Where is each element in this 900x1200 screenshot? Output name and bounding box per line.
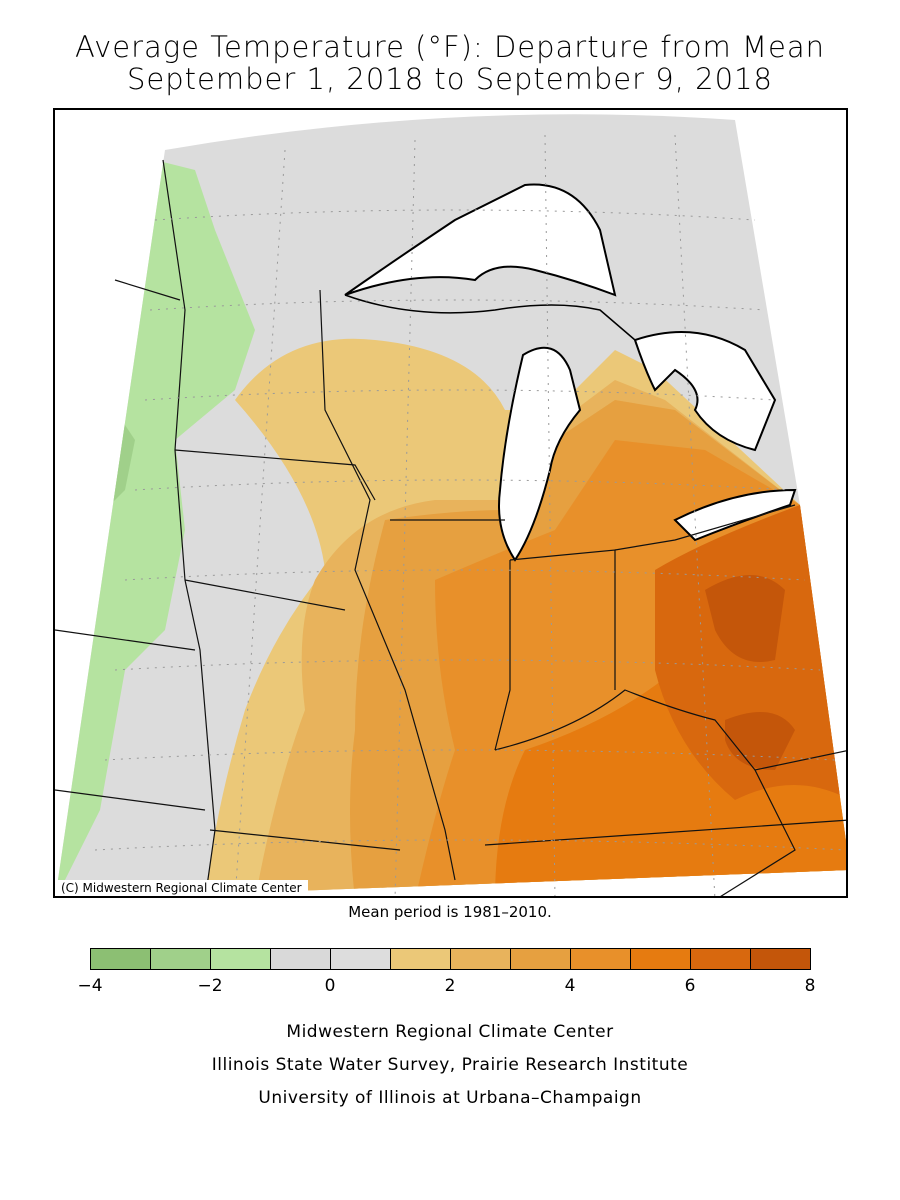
- map-canvas: [55, 114, 846, 896]
- boundary-ia-mo: [184, 579, 346, 611]
- great-lakes: [344, 183, 797, 562]
- boundary-ne-ks: [55, 629, 196, 651]
- region-warm-7: [705, 575, 785, 662]
- boundary-mississippi: [319, 289, 456, 881]
- boundary-ks-ok: [55, 789, 206, 811]
- legend-swatch-9: [630, 948, 691, 970]
- credit-mrcc: Midwestern Regional Climate Center: [286, 1022, 614, 1042]
- boundary-ohio-river: [494, 689, 846, 771]
- state-boundaries: [55, 159, 846, 896]
- upper-peninsula-coast: [344, 294, 636, 341]
- legend-swatch-8: [570, 948, 631, 970]
- map-date-range: September 1, 2018 to September 9, 2018: [127, 62, 773, 96]
- color-legend: [90, 948, 811, 970]
- legend-swatch-2: [210, 948, 271, 970]
- lake-huron: [633, 331, 777, 452]
- map-copyright: (C) Midwestern Regional Climate Center: [55, 880, 308, 896]
- credit-uiuc: University of Illinois at Urbana–Champai…: [258, 1088, 642, 1108]
- lake-michigan: [498, 346, 582, 562]
- legend-swatch-5: [390, 948, 451, 970]
- boundary-il-in: [494, 560, 511, 751]
- map-title: Average Temperature (°F): Departure from…: [74, 30, 826, 64]
- legend-swatch-11: [750, 948, 811, 970]
- legend-swatch-6: [450, 948, 511, 970]
- legend-tick-label: −4: [77, 976, 103, 996]
- lake-erie: [673, 488, 797, 542]
- legend-swatch-10: [690, 948, 751, 970]
- boundary-ky-tn: [484, 819, 846, 846]
- legend-tick-label: 4: [564, 976, 576, 996]
- region-warm-7b: [725, 712, 795, 770]
- legend-tick-label: 0: [324, 976, 336, 996]
- boundary-mo-ar: [209, 829, 401, 851]
- mean-period-note: Mean period is 1981–2010.: [348, 903, 552, 921]
- legend-swatch-0: [90, 948, 151, 970]
- boundary-mn-ia: [174, 449, 376, 501]
- legend-tick-label: 8: [804, 976, 816, 996]
- boundary-oh-mi: [614, 504, 796, 551]
- legend-swatch-4: [330, 948, 391, 970]
- legend-swatch-3: [270, 948, 331, 970]
- boundary-nd-sd-edge: [114, 279, 181, 301]
- boundary-wv-va: [720, 769, 796, 896]
- credit-isws: Illinois State Water Survey, Prairie Res…: [211, 1055, 689, 1075]
- legend-swatch-7: [510, 948, 571, 970]
- temperature-departure-map: (C) Midwestern Regional Climate Center: [53, 108, 848, 898]
- lake-superior: [344, 183, 617, 297]
- legend-swatch-1: [150, 948, 211, 970]
- legend-tick-label: 2: [444, 976, 456, 996]
- legend-tick-label: −2: [197, 976, 223, 996]
- graticule: [94, 134, 846, 896]
- legend-tick-label: 6: [684, 976, 696, 996]
